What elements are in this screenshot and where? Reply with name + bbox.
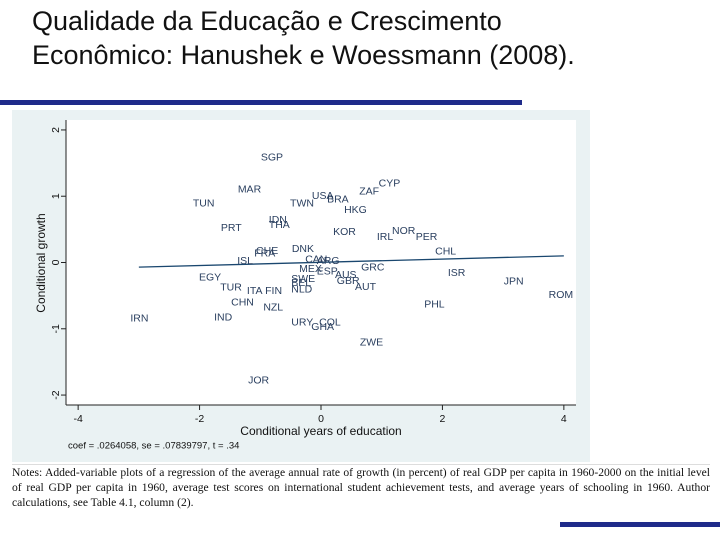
point-label: MAR (238, 183, 262, 195)
point-label: NOR (392, 225, 416, 237)
point-label: ITA (247, 285, 263, 297)
point-label: IND (214, 311, 233, 323)
point-label: PHL (424, 299, 445, 311)
x-axis-label: Conditional years of education (240, 424, 401, 438)
point-label: GHA (311, 321, 334, 333)
point-label: ROM (549, 289, 574, 301)
y-axis-label: Conditional growth (34, 213, 48, 312)
y-tick-label: 1 (50, 193, 62, 199)
point-label: AUS (335, 269, 357, 281)
y-tick-label: -2 (50, 390, 62, 399)
point-label: ISR (448, 267, 466, 279)
point-label: DNK (292, 243, 314, 255)
point-label: ESP (317, 266, 338, 278)
x-tick-label: -4 (73, 413, 82, 425)
point-label: CHE (256, 245, 278, 257)
point-label: HKG (344, 204, 367, 216)
x-tick-label: 0 (318, 413, 324, 425)
point-label: MEX (299, 263, 322, 275)
point-label: IRN (130, 313, 148, 325)
point-label: KOR (333, 226, 356, 238)
point-label: ZWE (360, 336, 383, 348)
x-tick-label: 2 (440, 413, 446, 425)
point-label: THA (269, 219, 290, 231)
point-label: PER (416, 231, 438, 243)
point-label: ARG (317, 255, 340, 267)
point-label: JPN (504, 276, 524, 288)
point-label: TUN (193, 197, 215, 209)
y-tick-label: -1 (50, 324, 62, 333)
point-label: CHL (435, 246, 456, 258)
point-label: USA (312, 190, 334, 202)
annotation: coef = .0264058, se = .07839797, t = .34 (68, 441, 239, 452)
slide-title: Qualidade da Educação e Crescimento Econ… (32, 4, 575, 72)
title-line: Econômico: Hanushek e Woessmann (2008). (32, 40, 575, 70)
fit-line (138, 255, 564, 268)
point-label: ZAF (359, 185, 379, 197)
point-label: COL (319, 317, 341, 329)
y-tick-label: 0 (50, 259, 62, 265)
point-label: CAN (305, 254, 327, 266)
point-label: SGP (261, 152, 283, 164)
title-line: Qualidade da Educação e Crescimento (32, 6, 502, 36)
point-label: SWE (291, 273, 315, 285)
title-bar (0, 100, 522, 105)
point-label: TWN (290, 197, 314, 209)
point-label: JOR (248, 374, 269, 386)
footer-bar (560, 522, 720, 527)
point-label: GBR (337, 275, 360, 287)
point-label: CYP (379, 177, 401, 189)
point-label: NLD (291, 283, 312, 295)
notes: Notes: Added-variable plots of a regress… (12, 464, 710, 513)
point-label: PRT (221, 222, 242, 234)
point-label: IDN (269, 214, 287, 226)
y-tick-label: 2 (50, 127, 62, 133)
x-tick-label: 4 (561, 413, 567, 425)
point-label: CHN (231, 297, 254, 309)
point-label: EGY (199, 272, 221, 284)
point-label: BEL (291, 277, 311, 289)
x-tick-label: -2 (195, 413, 204, 425)
point-label: NZL (263, 301, 283, 313)
point-label: FRA (254, 248, 275, 260)
point-label: TUR (220, 281, 242, 293)
point-label: FIN (265, 285, 282, 297)
point-label: IRL (377, 231, 394, 243)
point-label: AUT (355, 281, 377, 293)
point-label: GRC (361, 262, 385, 274)
point-label: BRA (327, 193, 349, 205)
point-label: ISL (237, 255, 253, 267)
point-label: URY (291, 317, 313, 329)
